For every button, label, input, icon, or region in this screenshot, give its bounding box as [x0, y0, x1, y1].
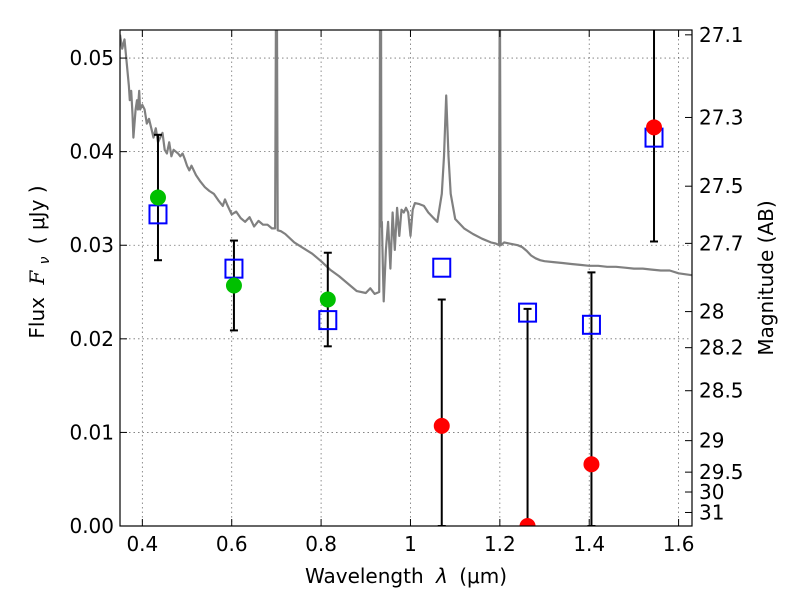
y2-tick-label: 30	[699, 480, 724, 504]
x-axis-label: Wavelength λ (μm)	[305, 564, 507, 588]
y-axis-label: Flux F ν ( μJy )	[25, 185, 54, 338]
x-label-symbol: λ	[435, 564, 448, 588]
y-label-prefix: Flux	[25, 297, 49, 339]
y2-tick-label: 27.7	[699, 231, 744, 255]
axis-ticks: 0.4 0.6 0.8 1 1.2 1.4 1.6 0.00 0.01 0.02 0.03 0.04 0…	[69, 23, 743, 556]
x-tick-label: 1.4	[573, 532, 605, 556]
y-tick-label: 0.02	[69, 327, 114, 351]
data-point	[319, 291, 336, 308]
y2-axis-label: Magnitude (AB)	[754, 200, 778, 355]
data-point	[433, 417, 450, 434]
y2-tick-label: 31	[699, 500, 724, 524]
y2-tick-label: 28	[699, 300, 724, 324]
grid	[120, 30, 692, 527]
x-label-unit: (μm)	[459, 564, 507, 588]
y-tick-label: 0.00	[69, 514, 114, 538]
data-point	[646, 119, 663, 136]
x-tick-label: 0.8	[305, 532, 337, 556]
model-squares	[148, 127, 664, 335]
data-point	[519, 518, 536, 526]
plot-frame	[119, 29, 693, 527]
data-point	[225, 277, 242, 294]
x-tick-label: 0.4	[126, 532, 158, 556]
data-point	[583, 456, 600, 473]
y2-tick-label: 27.3	[699, 105, 744, 129]
error-bars	[153, 30, 659, 526]
y-tick-label: 0.03	[69, 233, 114, 257]
y-tick-label: 0.05	[69, 46, 114, 70]
model-square	[581, 314, 601, 335]
y-label-unit: ( μJy )	[25, 185, 49, 244]
x-tick-label: 1.6	[663, 532, 695, 556]
spectrum-line	[120, 30, 692, 303]
x-tick-label: 0.6	[216, 532, 248, 556]
y2-tick-label: 28.5	[699, 379, 744, 403]
model-square	[432, 257, 452, 278]
data-point	[149, 189, 166, 206]
y2-tick-label: 28.2	[699, 336, 744, 360]
y2-tick-label: 27.1	[699, 23, 744, 47]
x-tick-label: 1	[404, 532, 417, 556]
y-tick-label: 0.04	[69, 140, 114, 164]
y2-tick-label: 27.5	[699, 174, 744, 198]
y-tick-label: 0.01	[69, 420, 114, 444]
x-tick-label: 1.2	[484, 532, 516, 556]
y-label-symbol: F	[25, 270, 49, 286]
y2-tick-label: 29	[699, 429, 724, 453]
model-square	[518, 302, 538, 323]
model-square	[318, 310, 338, 331]
x-label-prefix: Wavelength	[305, 564, 424, 588]
y2-tick-label: 29.5	[699, 460, 744, 484]
y-label-subscript: ν	[37, 256, 53, 264]
template-spectrum	[120, 30, 692, 303]
data-points	[149, 119, 663, 526]
